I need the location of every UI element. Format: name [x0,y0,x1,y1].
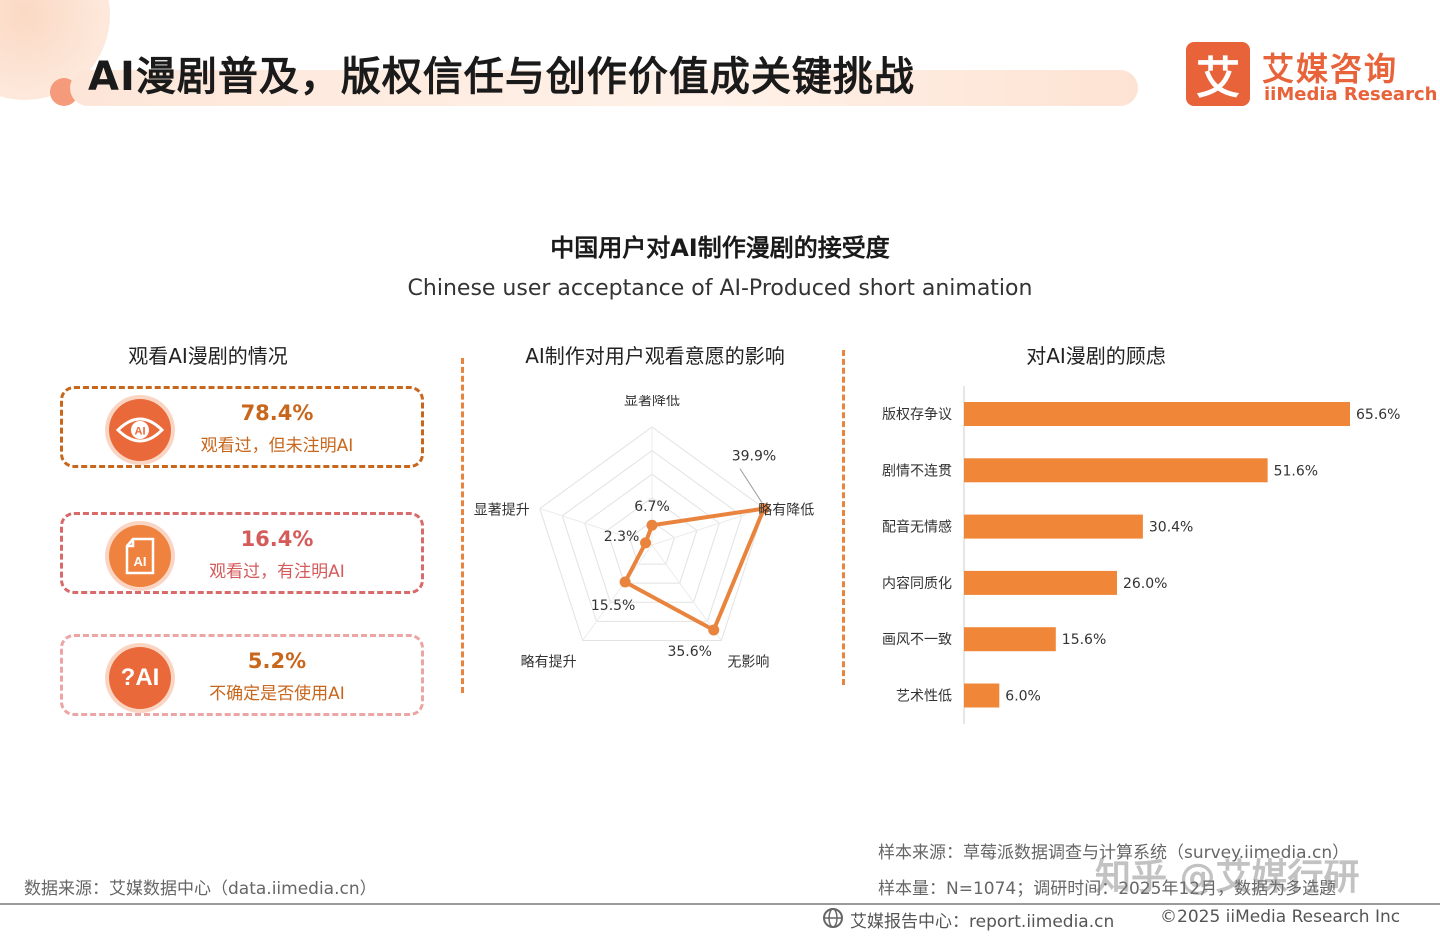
bar-value-label: 15.6% [1062,632,1106,648]
radar-point [640,537,652,549]
title-highlight-bar [70,70,1138,106]
viewing-label: 观看过，有注明AI [209,562,345,582]
ai-document-icon: AI [109,525,171,587]
bar-3 [964,514,1143,539]
radar-grid-ring [606,497,698,584]
radar-point [708,624,720,636]
concern-bar-chart: 版权存争议 65.6% 剧情不连贯 51.6% 配音无情感 30.4% 内容同质化 26.0%… [882,386,1400,724]
bar-category-label: 版权存争议 [882,407,952,423]
radar-value-label: 39.9% [732,449,776,465]
radar-grid-ring [561,449,743,622]
watermark: 知乎 @艾媒行研 [1095,857,1360,898]
bar-5 [964,627,1056,652]
radar-leader-line [739,468,763,503]
data-source: 数据来源：艾媒数据中心（data.iimedia.cn） [24,879,377,899]
bar-category-label: 画风不一致 [882,632,952,648]
svg-text:AI: AI [134,554,147,569]
radar-category-label: 无影响 [727,654,769,670]
radar-category-label: 显著降低 [624,395,680,409]
sample-source: 样本来源：草莓派数据调查与计算系统（survey.iimedia.cn） [878,843,1350,863]
radar-axis [651,508,765,546]
viewing-value: 16.4% [240,527,314,551]
radar-grid-ring [539,426,765,641]
radar-point [758,503,770,515]
bar-4 [964,570,1117,595]
radar-axis [651,544,722,641]
bar-category-label: 内容同质化 [882,575,952,592]
radar-point [619,576,631,588]
viewing-value: 5.2% [247,649,307,673]
copyright: ©2025 iiMedia Research Inc [1160,907,1401,927]
radar-point [646,519,658,531]
radar-value-label: 6.7% [634,499,670,515]
bar-2 [964,458,1268,483]
radar-value-label: 35.6% [667,644,711,660]
bar-value-label: 51.6% [1274,463,1318,479]
footer-divider [0,903,1440,905]
viewing-label: 观看过，但未注明AI [200,436,354,456]
bar-value-label: 30.4% [1149,520,1193,536]
globe-icon [822,907,844,933]
viewing-card-labeled: AI 16.4% 观看过，有注明AI [60,512,424,594]
eye-ai-icon: AI [109,399,171,461]
bar-category-label: 艺术性低 [896,689,952,705]
chart-title-cn: 中国用户对AI制作漫剧的接受度 [550,234,890,262]
radar-section-title: AI制作对用户观看意愿的影响 [525,344,785,368]
logo-chinese: 艾媒咨询 [1262,50,1399,88]
bar-6 [964,683,1000,708]
bar-value-label: 26.0% [1123,576,1167,592]
radar-category-label: 略有降低 [758,503,814,519]
viewing-value: 78.4% [240,401,314,425]
radar-category-label: 略有提升 [521,654,577,670]
report-center-link[interactable]: 艾媒报告中心：report.iimedia.cn [850,912,1115,932]
radar-axis [582,544,653,641]
viewing-card-unlabeled: AI 78.4% 观看过，但未注明AI [60,386,424,468]
bar-value-label: 6.0% [1005,689,1041,705]
logo-english: iiMedia Research [1264,84,1438,105]
bar-category-label: 配音无情感 [882,519,952,536]
radar-axis [539,508,653,546]
svg-text:AI: AI [135,426,146,438]
viewing-label: 不确定是否使用AI [209,684,345,704]
separator-left [461,358,464,693]
bar-1 [964,402,1350,426]
radar-value-label: 15.5% [591,598,635,614]
viewing-section-title: 观看AI漫剧的情况 [128,344,288,368]
chart-title-en: Chinese user acceptance of AI-Produced s… [407,276,1033,301]
bar-value-label: 65.6% [1356,407,1400,423]
radar-series-line [623,506,766,632]
logo-mark: 艾 [1186,42,1250,106]
separator-right [842,350,845,685]
page-title: AI漫剧普及，版权信任与创作价值成关键挑战 [88,54,915,100]
radar-category-label: 显著提升 [474,503,530,519]
radar-value-label: 2.3% [604,529,640,545]
viewing-card-unsure: ?AI 5.2% 不确定是否使用AI [60,634,424,716]
bar-category-label: 剧情不连贯 [882,463,952,479]
question-ai-icon: ?AI [109,647,171,709]
sample-size: 样本量：N=1074；调研时间：2025年12月，数据为多选题 [878,879,1337,899]
radar-grid-ring [628,520,676,565]
bar-section-title: 对AI漫剧的顾虑 [1026,344,1166,368]
